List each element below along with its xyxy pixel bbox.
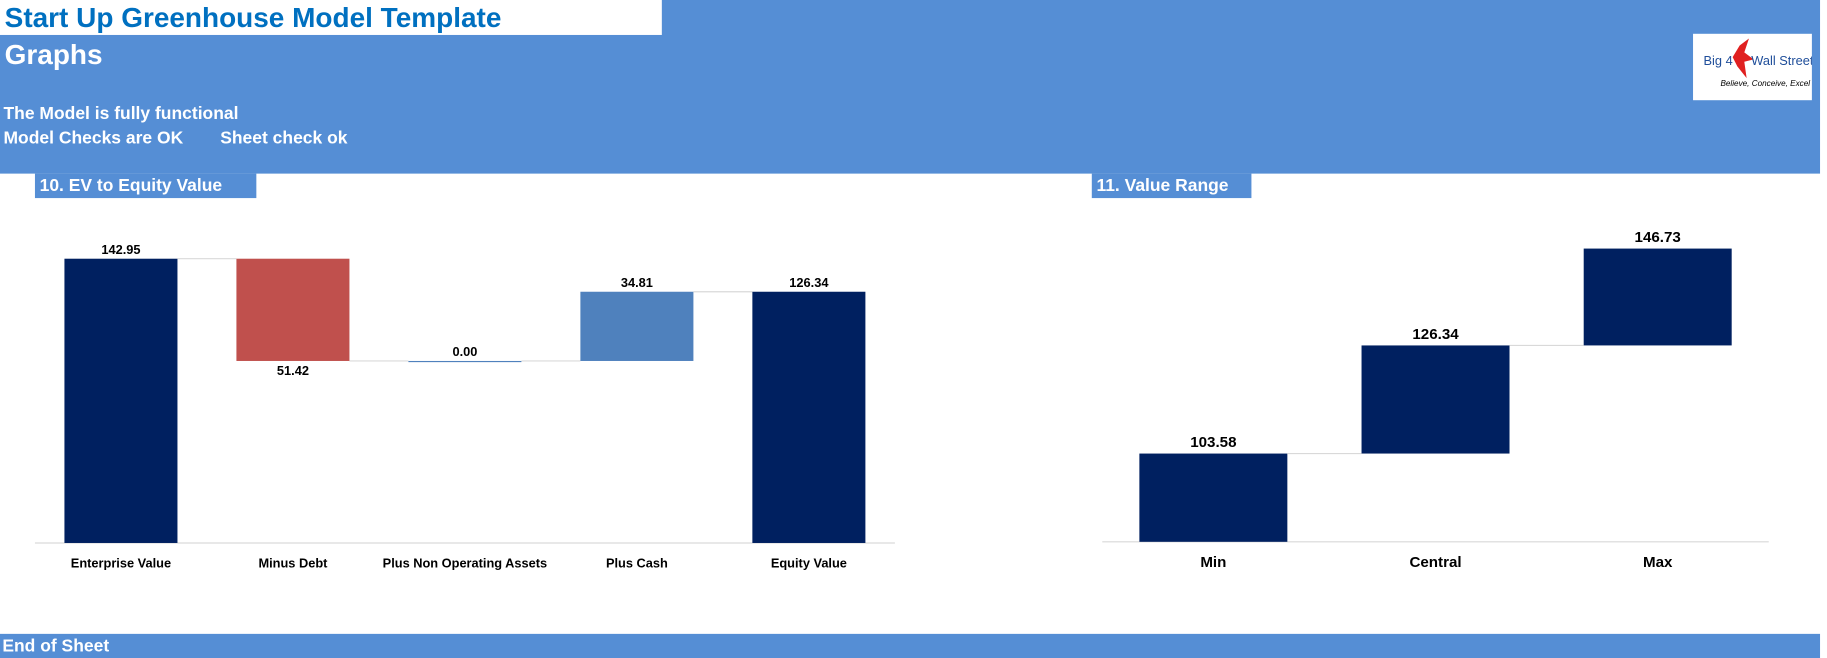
- logo-eagle: [1732, 38, 1754, 79]
- bar: [580, 291, 694, 361]
- x-tick-label: Equity Value: [771, 555, 847, 570]
- x-tick-label: Plus Cash: [606, 555, 668, 570]
- data-label: 146.73: [1635, 229, 1681, 246]
- bar: [1361, 345, 1510, 454]
- x-tick-label: Minus Debt: [258, 555, 328, 570]
- sheet-subtitle: Graphs: [4, 39, 103, 72]
- bar: [236, 258, 350, 361]
- logo-right: Wall Street: [1751, 53, 1812, 68]
- x-tick-label: Min: [1200, 554, 1226, 571]
- logo-graphic: Big 4 Wall Street Believe, Conceive, Exc…: [1704, 38, 1814, 88]
- status-text: The Model is fully functional: [3, 103, 239, 124]
- chart-title-box: [1091, 173, 1252, 199]
- x-tick-label: Max: [1643, 554, 1673, 571]
- data-label: 126.34: [789, 275, 829, 290]
- footer-band: End of Sheet: [0, 633, 1821, 658]
- sheet-check-text: Sheet check ok: [220, 128, 348, 148]
- bar: [64, 258, 178, 543]
- chart-title: 10. EV to Equity Value: [40, 175, 223, 195]
- chart-title: 11. Value Range: [1096, 175, 1228, 195]
- title-cell: Start Up Greenhouse Model Template: [0, 0, 662, 35]
- data-label: 103.58: [1190, 434, 1236, 451]
- bar: [1139, 453, 1288, 542]
- chart-title-box: [34, 173, 257, 199]
- x-tick-label: Plus Non Operating Assets: [383, 555, 548, 570]
- bar: [752, 291, 866, 543]
- data-label: 142.95: [101, 242, 140, 257]
- logo-tagline: Believe, Conceive, Excel: [1720, 79, 1810, 88]
- logo-left: Big 4: [1704, 53, 1733, 68]
- checks-text: Model Checks are OK: [3, 128, 184, 148]
- data-label: 51.42: [277, 363, 309, 378]
- bar: [408, 360, 522, 363]
- sheet-title: Start Up Greenhouse Model Template: [4, 2, 502, 34]
- data-label: 126.34: [1412, 326, 1459, 343]
- x-tick-label: Enterprise Value: [71, 555, 171, 570]
- x-tick-label: Central: [1409, 554, 1461, 571]
- logo: Big 4 Wall Street Believe, Conceive, Exc…: [1693, 33, 1814, 101]
- data-label: 0.00: [452, 344, 477, 359]
- charts: 10. EV to Equity Value 11. Value Range E…: [34, 173, 1769, 571]
- footer-text: End of Sheet: [2, 636, 110, 657]
- bar: [1583, 248, 1732, 346]
- data-label: 34.81: [621, 275, 653, 290]
